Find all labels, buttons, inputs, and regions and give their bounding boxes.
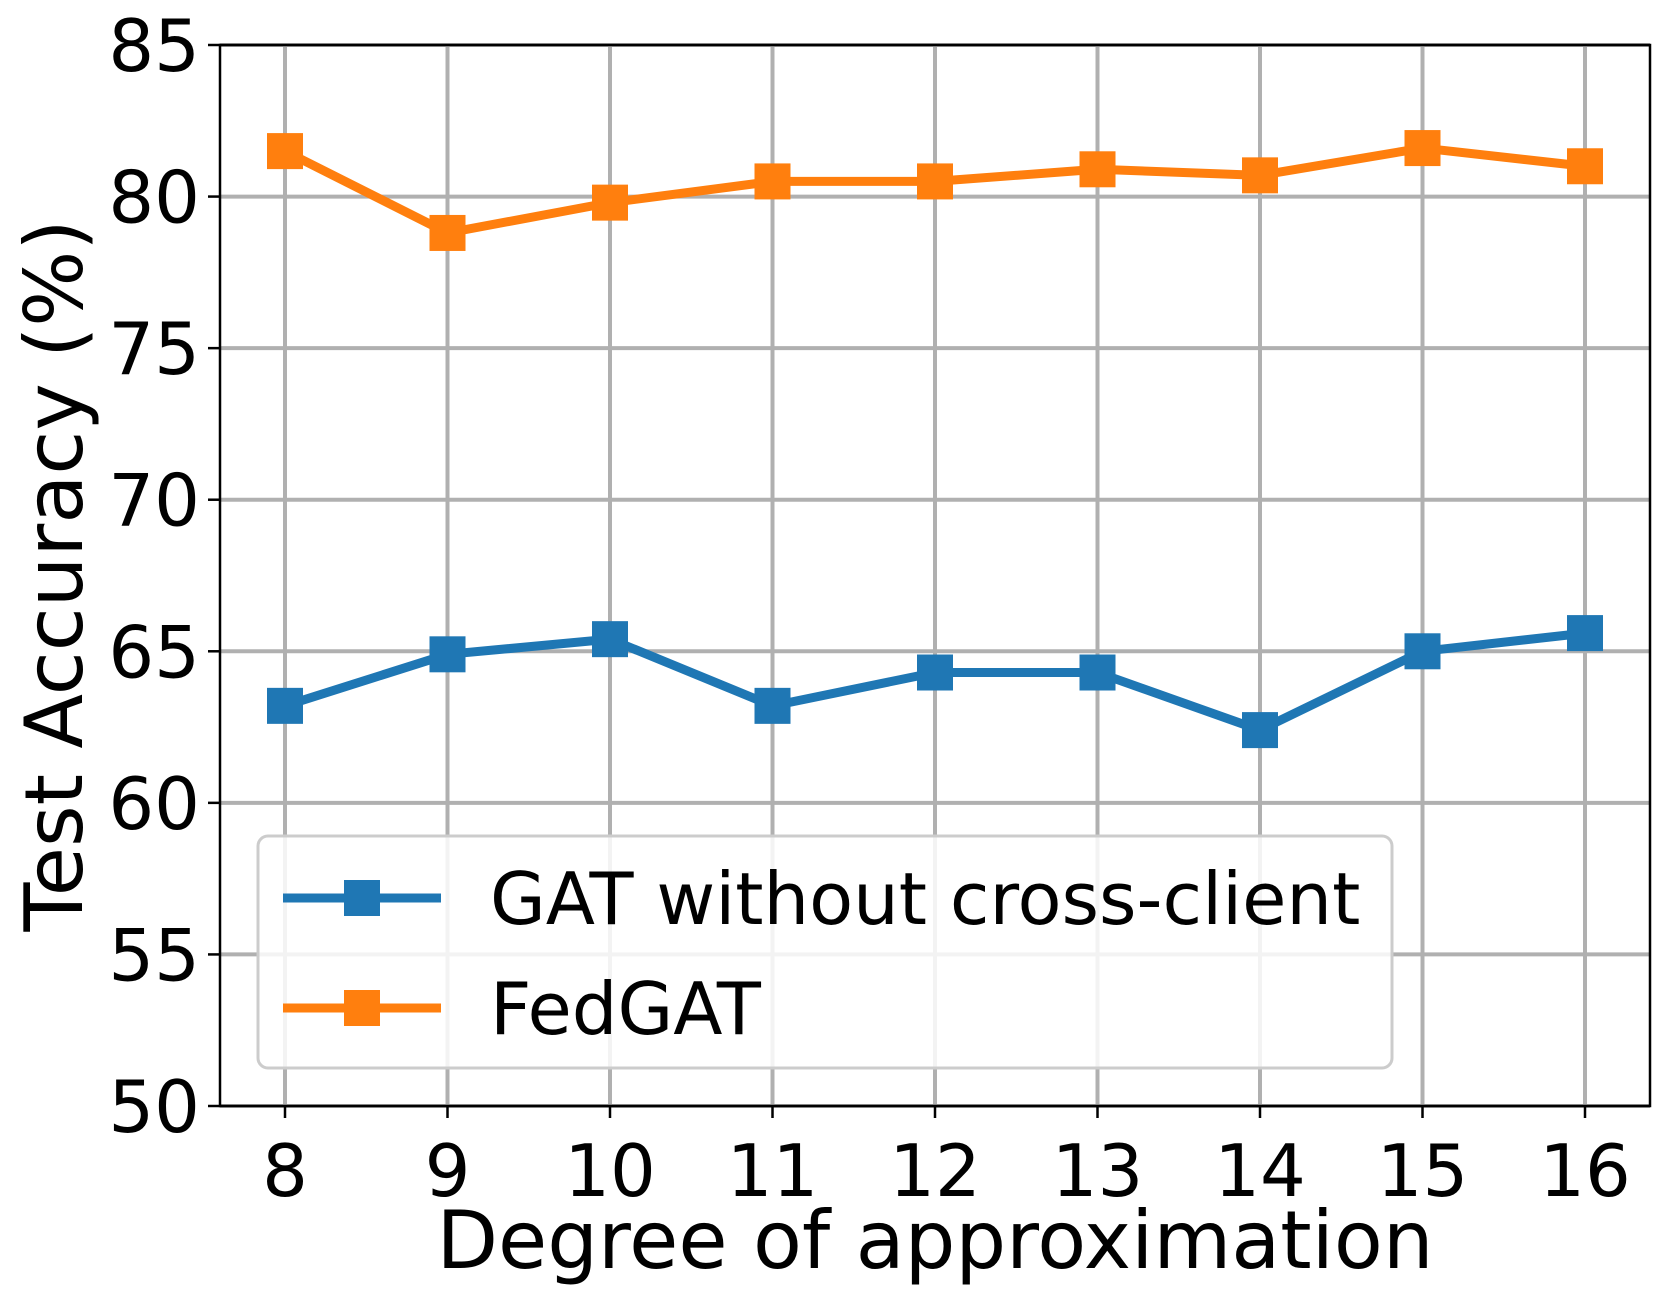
x-tick-label: 14 [1214,1129,1306,1213]
data-point-marker [1242,157,1278,194]
data-point-marker [1404,130,1441,167]
data-point-marker [1567,148,1603,185]
y-axis-title: Test Accuracy (%) [8,219,101,932]
y-tick-label: 55 [108,913,200,997]
data-point-marker [592,621,628,658]
legend-marker-2 [344,990,380,1026]
series-layer [267,130,1603,749]
x-tick-label: 16 [1539,1129,1631,1213]
y-tick-label: 85 [108,4,200,88]
legend-label-2: FedGAT [490,967,762,1051]
data-point-marker [1242,712,1278,749]
data-point-marker [267,687,303,724]
data-point-marker [267,133,303,170]
x-tick-label: 13 [1052,1129,1144,1213]
data-point-marker [917,163,953,200]
legend-marker-1 [344,880,380,916]
data-point-marker [1404,633,1441,670]
x-tick-label: 11 [727,1129,819,1213]
legend-box [256,834,1394,1070]
data-point-marker [429,636,466,673]
x-tick-label: 15 [1377,1129,1469,1213]
data-point-marker [1079,151,1116,188]
legend-label-1: GAT without cross-client [490,857,1360,941]
y-tick-label: 70 [108,459,200,543]
x-tick-label: 12 [889,1129,981,1213]
x-tick-label: 9 [425,1129,471,1213]
data-point-marker [1079,654,1116,691]
data-point-marker [754,163,791,200]
ticks: 8 9 10 11 12 13 14 15 16 50 55 60 65 70 75 80 85 [108,4,1630,1213]
data-point-marker [917,654,953,691]
y-tick-label: 60 [108,762,200,846]
legend: GAT without cross-client FedGAT [256,834,1394,1070]
y-tick-label: 65 [108,610,200,694]
y-tick-label: 50 [108,1065,200,1149]
y-tick-label: 80 [108,156,200,240]
x-tick-label: 8 [262,1129,308,1213]
data-point-marker [429,214,466,251]
data-point-marker [754,687,791,724]
data-point-marker [592,184,628,221]
x-axis-title: Degree of approximation [436,1194,1433,1287]
data-point-marker [1567,615,1603,652]
x-tick-label: 10 [564,1129,656,1213]
y-tick-label: 75 [108,307,200,391]
